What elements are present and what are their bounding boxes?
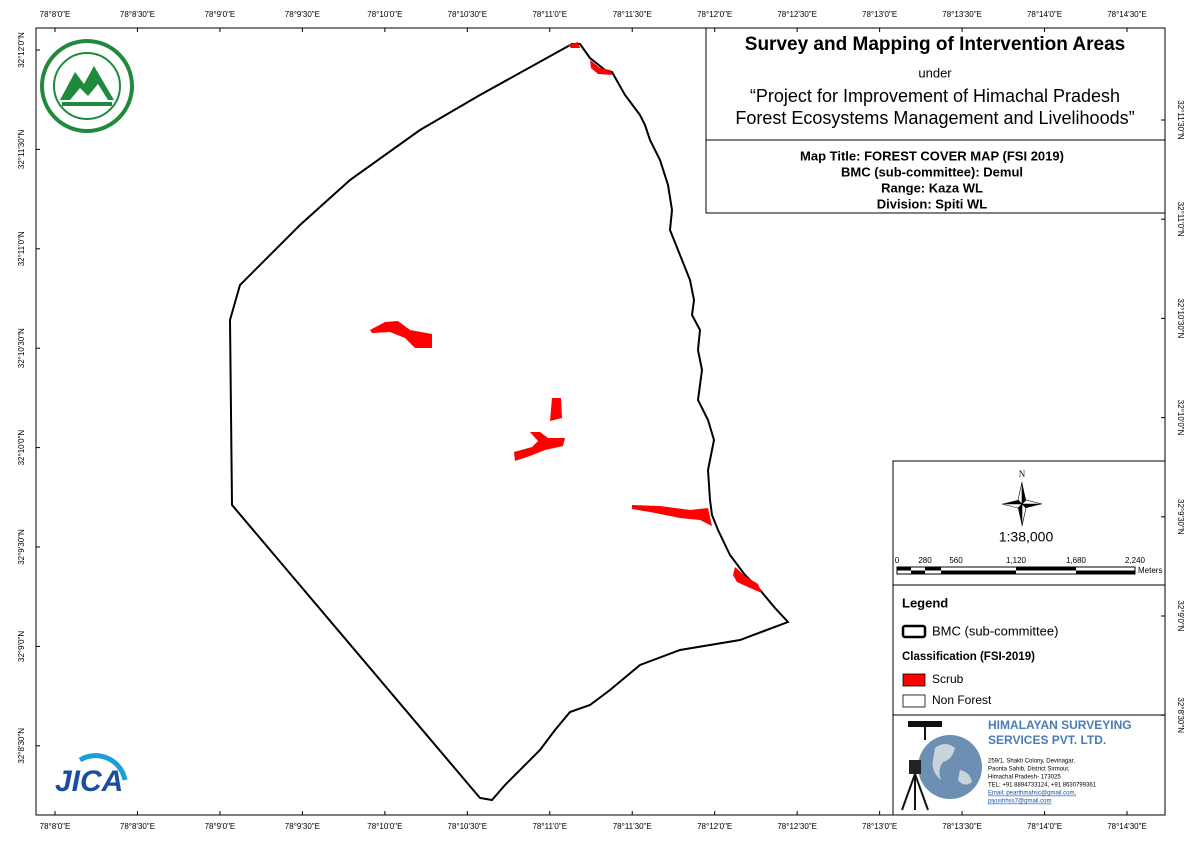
scale-label: 560 <box>949 556 963 565</box>
lon-label: 78°8'30"E <box>120 822 155 831</box>
lat-label: 32°9'30"N <box>17 529 26 565</box>
legend-title: Legend <box>902 595 948 610</box>
lat-label: 32°11'30"N <box>17 129 26 169</box>
info-box <box>705 139 1166 214</box>
scale-label: 0 <box>895 556 900 565</box>
lat-label: 32°9'0"N <box>17 631 26 662</box>
lat-label: 32°9'30"N <box>1176 499 1185 535</box>
lat-label: 32°10'30"N <box>1176 298 1185 338</box>
title-box <box>705 27 1166 141</box>
lat-label: 32°12'0"N <box>17 32 26 68</box>
lat-label: 32°9'0"N <box>1176 600 1185 631</box>
jica-text: JICA <box>55 765 123 798</box>
legend-swatch <box>902 694 926 708</box>
lon-label: 78°10'30"E <box>448 10 488 19</box>
map-frame <box>35 27 1166 816</box>
lat-label: 32°11'0"N <box>17 231 26 266</box>
lon-label: 78°8'30"E <box>120 10 155 19</box>
lon-label: 78°9'30"E <box>285 10 320 19</box>
company-name: HIMALAYAN SURVEYING <box>988 718 1132 732</box>
lon-label: 78°14'30"E <box>1107 10 1147 19</box>
map-info: BMC (sub-committee): Demul <box>841 164 1023 179</box>
legend-swatch <box>902 673 926 687</box>
north-label: N <box>1019 469 1026 479</box>
scrub-patch <box>733 567 762 593</box>
lon-label: 78°11'30"E <box>613 822 652 831</box>
scrub-patch <box>632 505 712 526</box>
lon-label: 78°8'0"E <box>40 822 71 831</box>
scale-ratio: 1:38,000 <box>999 529 1054 545</box>
forest-dept-logo <box>40 39 134 133</box>
jica-logo: JICA <box>55 753 128 798</box>
company-address: 259/1, Shakti Colony, Devinagar, <box>988 759 1075 765</box>
project: Forest Ecosystems Management and Livelih… <box>735 108 1134 128</box>
scale-unit: Meters <box>1138 566 1162 575</box>
lat-label: 32°10'0"N <box>17 430 26 466</box>
project: “Project for Improvement of Himachal Pra… <box>750 86 1120 106</box>
scale-label: 2,240 <box>1125 556 1146 565</box>
scale-label: 1,680 <box>1066 556 1087 565</box>
scrub-patch <box>590 60 612 75</box>
legend-boundary: BMC (sub-committee) <box>932 623 1058 638</box>
lon-label: 78°12'0"E <box>697 10 732 19</box>
company-address: Himachal Pradesh- 173025 <box>988 775 1061 781</box>
lon-label: 78°14'30"E <box>1107 822 1147 831</box>
map-info: Division: Spiti WL <box>877 196 988 211</box>
north-arrow <box>1001 481 1043 527</box>
map-info: Range: Kaza WL <box>881 180 983 195</box>
scrub-patch <box>550 398 562 421</box>
lon-label: 78°9'0"E <box>205 10 236 19</box>
lat-label: 32°10'30"N <box>17 328 26 368</box>
company-address: piyushhss7@gmail.com <box>988 799 1051 805</box>
company-name: SERVICES PVT. LTD. <box>988 733 1106 747</box>
surveyor-icon <box>901 721 982 811</box>
scale-label: 280 <box>918 556 932 565</box>
lon-label: 78°10'30"E <box>448 822 488 831</box>
scrub-patch <box>370 321 432 348</box>
bmc-boundary <box>228 43 790 802</box>
lon-label: 78°11'0"E <box>532 10 567 19</box>
lat-label: 32°8'30"N <box>17 728 26 764</box>
company-address: Email: pearthmahsc@gmail.com, <box>988 791 1076 797</box>
lon-label: 78°13'30"E <box>942 10 982 19</box>
lat-label: 32°8'30"N <box>1176 697 1185 733</box>
scale-bar <box>896 566 1136 575</box>
lon-label: 78°11'30"E <box>613 10 652 19</box>
lon-label: 78°9'30"E <box>285 822 320 831</box>
lon-label: 78°12'30"E <box>777 10 817 19</box>
scrub-patch <box>568 42 580 48</box>
lon-label: 78°8'0"E <box>40 10 71 19</box>
under: under <box>918 65 952 80</box>
lon-label: 78°13'0"E <box>862 10 897 19</box>
lon-label: 78°13'30"E <box>942 822 982 831</box>
lon-label: 78°14'0"E <box>1027 10 1062 19</box>
legend-label: Non Forest <box>932 693 992 707</box>
company-address: TEL: +91 8894733124, +91 8630799361 <box>988 783 1097 789</box>
scrub-patches <box>370 42 762 593</box>
lat-label: 32°11'0"N <box>1176 202 1185 237</box>
lon-label: 78°10'0"E <box>367 822 402 831</box>
lon-label: 78°11'0"E <box>532 822 567 831</box>
scrub-patch <box>514 432 565 461</box>
legend-label: Scrub <box>932 672 964 686</box>
lat-label: 32°10'0"N <box>1176 400 1185 436</box>
scale-label: 1,120 <box>1006 556 1027 565</box>
lon-label: 78°12'0"E <box>697 822 732 831</box>
map-info: Map Title: FOREST COVER MAP (FSI 2019) <box>800 148 1064 163</box>
lon-label: 78°9'0"E <box>205 822 236 831</box>
lon-label: 78°12'30"E <box>777 822 817 831</box>
company-address: Paonta Sahib, District Sirmour, <box>988 767 1070 773</box>
legend-boundary-swatch <box>901 624 927 639</box>
legend-classification: Classification (FSI-2019) <box>902 651 1035 663</box>
lon-label: 78°10'0"E <box>367 10 402 19</box>
lat-label: 32°11'30"N <box>1176 100 1185 140</box>
title: Survey and Mapping of Intervention Areas <box>745 34 1125 55</box>
lon-label: 78°14'0"E <box>1027 822 1062 831</box>
lon-label: 78°13'0"E <box>862 822 897 831</box>
